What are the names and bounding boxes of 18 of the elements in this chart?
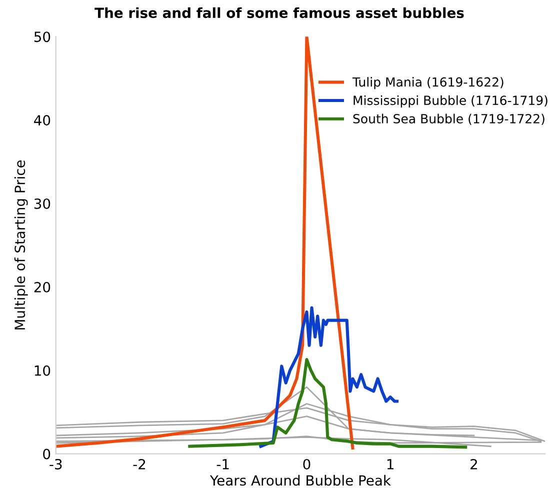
x-tick-label: 0 (303, 458, 310, 470)
x-tick-label: -2 (133, 458, 146, 470)
x-axis-title: Years Around Bubble Peak (210, 474, 391, 486)
y-tick-label: 0 (43, 448, 50, 460)
y-tick-label: 30 (34, 198, 50, 209)
chart-title: The rise and fall of some famous asset bubbles (94, 7, 464, 18)
y-axis-title: Multiple of Starting Price (14, 160, 28, 330)
y-tick-label: 20 (34, 282, 50, 292)
legend-label: Tulip Mania (1619-1622) (352, 77, 504, 90)
x-tick-label: 1 (387, 459, 394, 470)
y-tick-label: 10 (34, 365, 50, 376)
x-tick-label: -3 (50, 458, 62, 470)
legend-label: South Sea Bubble (1719-1722) (353, 114, 544, 125)
y-tick-label: 50 (34, 32, 50, 42)
x-tick-label: -1 (216, 459, 229, 470)
y-tick-label: 40 (34, 115, 50, 126)
x-tick-label: 2 (470, 458, 477, 470)
legend-label: Mississippi Bubble (1716-1719) (354, 95, 548, 108)
